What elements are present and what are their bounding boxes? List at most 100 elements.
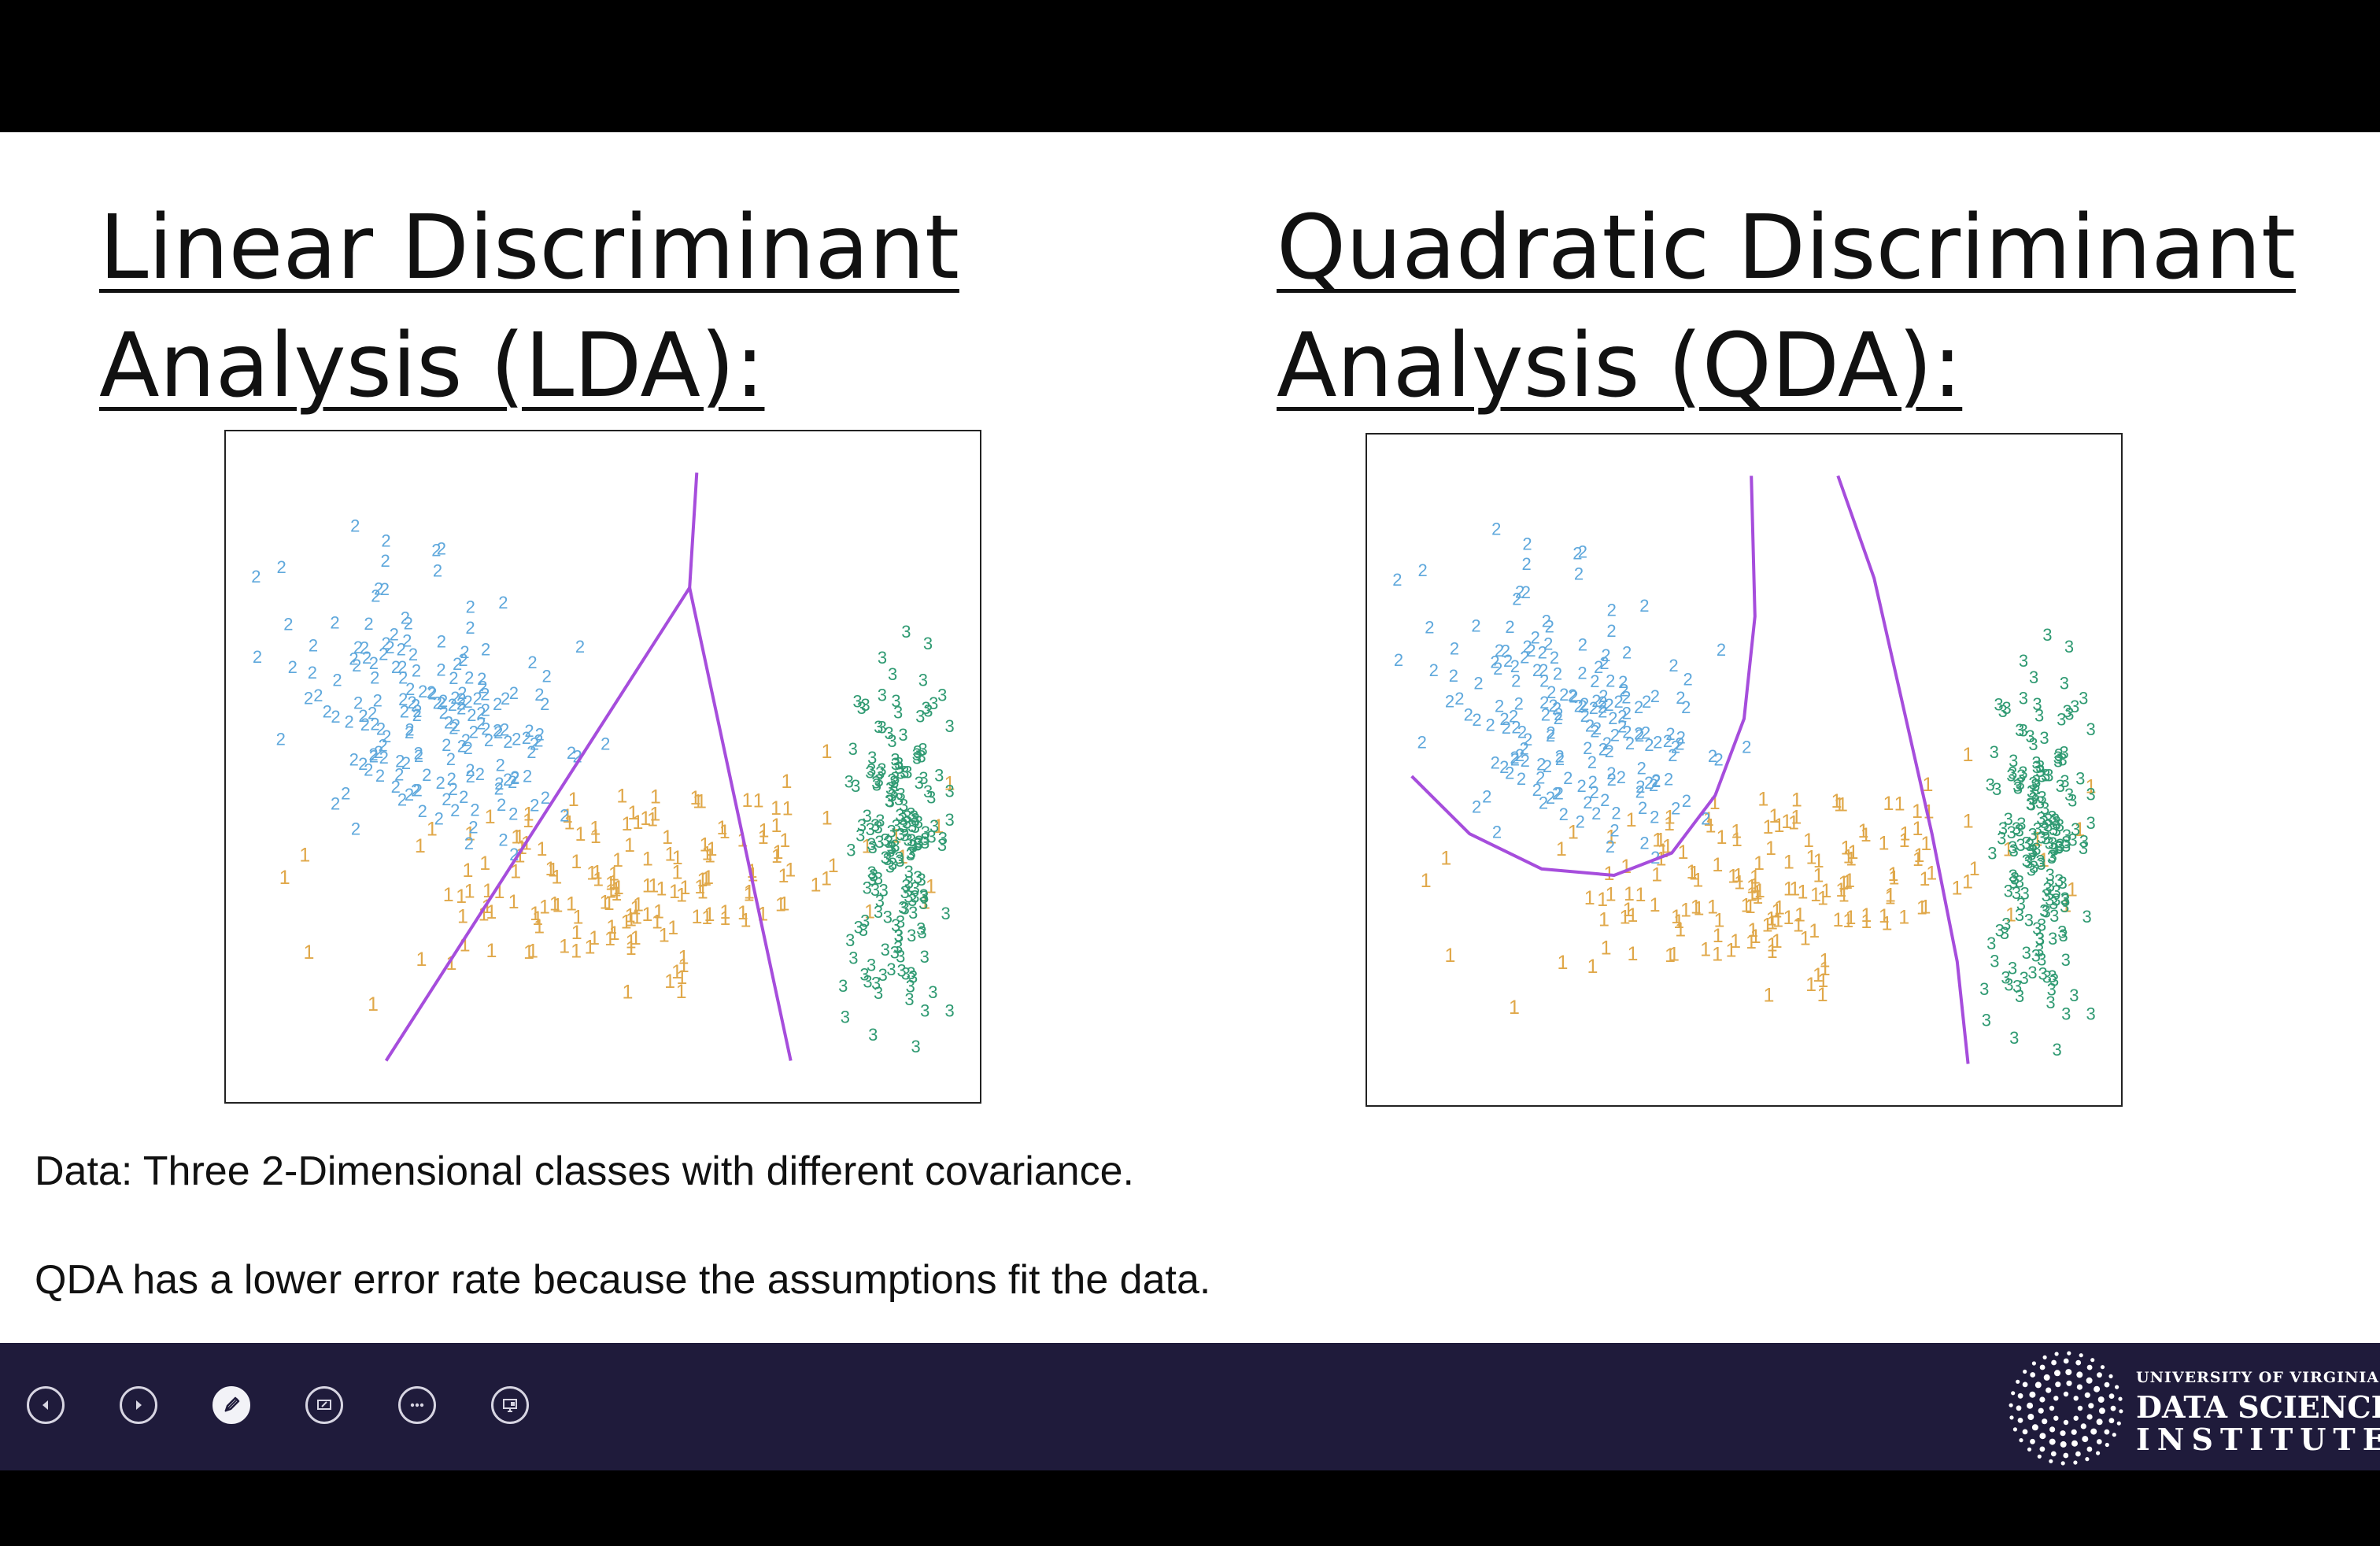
lda-point-class-3: 3 xyxy=(846,840,856,860)
qda-point-class-1: 1 xyxy=(1655,829,1666,851)
qda-point-class-2: 2 xyxy=(1554,705,1563,724)
qda-point-class-2: 2 xyxy=(1592,719,1602,738)
lda-point-class-2: 2 xyxy=(401,608,410,628)
see-all-slides-button[interactable] xyxy=(305,1386,343,1424)
logo-dot xyxy=(2108,1374,2113,1378)
qda-point-class-1: 1 xyxy=(1885,885,1896,907)
lda-point-class-1: 1 xyxy=(626,908,637,930)
qda-point-class-2: 2 xyxy=(1585,716,1595,736)
qda-point-class-2: 2 xyxy=(1490,652,1499,671)
lda-point-class-1: 1 xyxy=(701,907,712,929)
qda-point-class-1: 1 xyxy=(1920,833,1931,855)
lda-point-class-2: 2 xyxy=(524,721,534,741)
qda-point-class-2: 2 xyxy=(1539,660,1548,680)
lda-point-class-1: 1 xyxy=(919,892,930,914)
logo-dot xyxy=(2034,1381,2042,1389)
lda-point-class-2: 2 xyxy=(381,634,390,653)
lda-point-class-1: 1 xyxy=(534,915,545,938)
lda-point-class-1: 1 xyxy=(586,862,597,884)
qda-point-class-1: 1 xyxy=(1669,943,1680,965)
qda-point-class-1: 1 xyxy=(1677,841,1688,864)
qda-point-class-3: 3 xyxy=(2058,926,2068,945)
qda-point-class-1: 1 xyxy=(2032,829,2043,851)
qda-point-class-2: 2 xyxy=(1505,617,1514,637)
qda-point-class-2: 2 xyxy=(1701,809,1710,829)
qda-point-class-1: 1 xyxy=(1963,811,1974,833)
qda-point-class-3: 3 xyxy=(2046,865,2055,885)
lda-point-class-2: 2 xyxy=(442,790,451,809)
lda-point-class-3: 3 xyxy=(918,740,927,760)
logo-dot xyxy=(2110,1405,2116,1411)
lda-point-class-2: 2 xyxy=(448,695,457,715)
qda-point-class-3: 3 xyxy=(2001,698,2011,718)
lda-point-class-1: 1 xyxy=(600,891,611,913)
lda-point-class-1: 1 xyxy=(650,786,661,808)
qda-point-class-3: 3 xyxy=(2015,872,2024,892)
lda-point-class-1: 1 xyxy=(758,827,769,849)
qda-point-class-3: 3 xyxy=(2042,625,2052,645)
lda-point-class-3: 3 xyxy=(929,816,939,836)
qda-point-class-1: 1 xyxy=(1734,871,1745,893)
qda-point-class-1: 1 xyxy=(1767,934,1778,956)
lda-point-class-3: 3 xyxy=(851,776,860,796)
qda-point-class-3: 3 xyxy=(2064,785,2074,804)
qda-point-class-2: 2 xyxy=(1619,681,1628,701)
qda-point-class-1: 1 xyxy=(1754,880,1765,902)
lda-point-class-2: 2 xyxy=(434,809,444,829)
qda-point-class-3: 3 xyxy=(1992,779,2001,799)
qda-point-class-2: 2 xyxy=(1607,770,1617,790)
lda-point-class-1: 1 xyxy=(572,906,583,928)
logo-dot xyxy=(2039,1364,2046,1370)
lda-point-class-3: 3 xyxy=(885,791,894,811)
lda-point-class-1: 1 xyxy=(564,812,575,834)
lda-point-class-3: 3 xyxy=(901,622,911,642)
qda-point-class-3: 3 xyxy=(2033,819,2042,839)
lda-point-class-3: 3 xyxy=(899,796,908,816)
presenter-view-button[interactable] xyxy=(491,1386,529,1424)
next-slide-icon xyxy=(136,1400,142,1410)
lda-point-class-3: 3 xyxy=(916,919,926,939)
qda-point-class-2: 2 xyxy=(1554,708,1563,728)
dotted-starburst-logo-icon xyxy=(2009,1351,2123,1466)
qda-point-class-1: 1 xyxy=(1837,794,1848,816)
lda-point-class-3: 3 xyxy=(934,766,944,786)
qda-point-class-1: 1 xyxy=(1733,865,1744,887)
lda-point-class-1: 1 xyxy=(611,879,622,901)
qda-point-class-2: 2 xyxy=(1548,696,1558,716)
qda-point-class-2: 2 xyxy=(1543,756,1552,776)
qda-point-class-1: 1 xyxy=(1745,896,1756,918)
more-options-button[interactable] xyxy=(398,1386,436,1424)
lda-point-class-1: 1 xyxy=(552,895,563,917)
qda-point-class-1: 1 xyxy=(1752,886,1763,908)
qda-point-class-1: 1 xyxy=(2074,819,2085,841)
lda-point-class-2: 2 xyxy=(369,747,379,767)
next-slide-button[interactable] xyxy=(120,1386,157,1424)
lda-point-class-1: 1 xyxy=(678,946,689,968)
lda-point-class-2: 2 xyxy=(530,796,539,816)
qda-point-class-2: 2 xyxy=(1591,691,1601,711)
qda-point-class-2: 2 xyxy=(1641,723,1650,743)
pen-tool-button[interactable] xyxy=(213,1386,250,1424)
lda-point-class-3: 3 xyxy=(919,887,929,907)
qda-point-class-3: 3 xyxy=(2029,668,2038,687)
qda-point-class-2: 2 xyxy=(1634,697,1643,717)
pen-tool-icon xyxy=(224,1396,240,1412)
logo-dot xyxy=(2038,1407,2044,1414)
lda-point-class-2: 2 xyxy=(484,730,493,750)
qda-point-class-3: 3 xyxy=(2051,890,2060,909)
lda-point-class-3: 3 xyxy=(908,967,918,987)
lda-point-class-2: 2 xyxy=(395,752,405,771)
previous-slide-button[interactable] xyxy=(27,1386,65,1424)
lda-point-class-1: 1 xyxy=(690,787,701,809)
qda-point-class-2: 2 xyxy=(1482,787,1491,807)
lda-point-class-2: 2 xyxy=(288,657,298,677)
qda-point-class-1: 1 xyxy=(1568,822,1579,844)
qda-point-class-3: 3 xyxy=(2004,882,2013,901)
qda-point-class-2: 2 xyxy=(1634,724,1643,744)
qda-point-class-1: 1 xyxy=(1817,970,1828,992)
lda-point-class-3: 3 xyxy=(863,878,872,898)
qda-point-class-3: 3 xyxy=(2028,774,2038,793)
lda-point-class-2: 2 xyxy=(466,597,475,616)
qda-point-class-3: 3 xyxy=(2028,825,2038,845)
lda-point-class-3: 3 xyxy=(899,817,908,837)
